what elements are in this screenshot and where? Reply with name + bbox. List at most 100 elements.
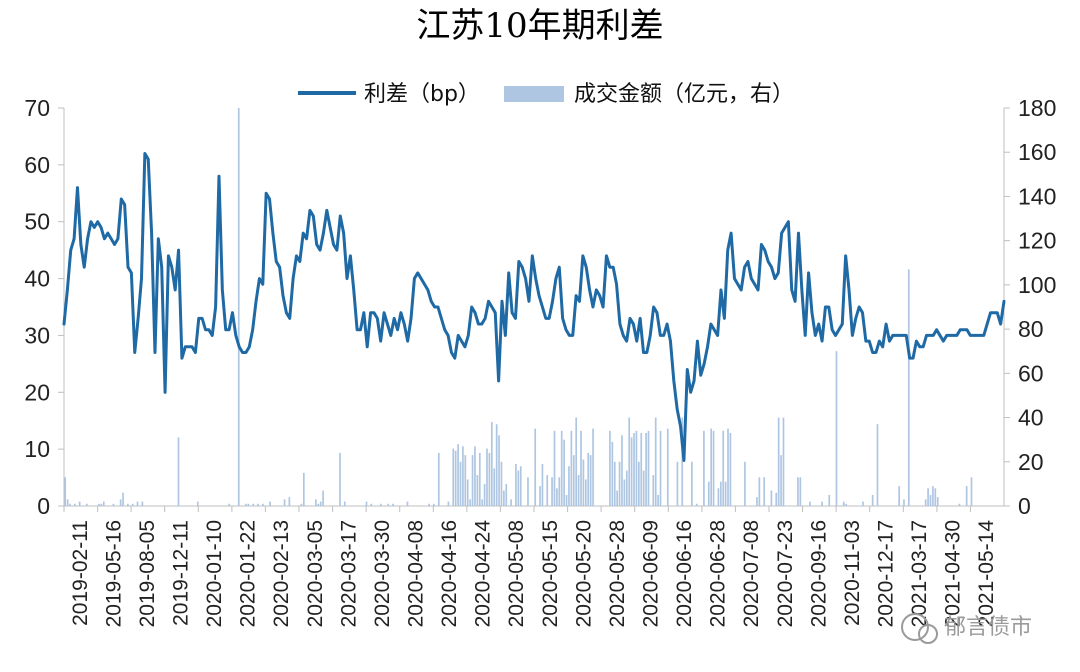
bar — [862, 501, 864, 506]
chart-title: 江苏10年期利差 — [416, 6, 663, 46]
bar — [141, 501, 144, 506]
bar — [481, 499, 484, 506]
bar — [462, 446, 464, 506]
bar — [707, 481, 710, 506]
bar — [625, 470, 628, 506]
bar — [466, 479, 469, 506]
bar — [958, 503, 961, 506]
x-axis-tick-label: 2019-05-16 — [102, 520, 125, 627]
bar — [122, 492, 124, 506]
x-axis-tick-label: 2020-05-20 — [572, 520, 595, 627]
bar — [758, 477, 761, 506]
x-axis-tick-label: 2020-04-08 — [405, 520, 428, 627]
bar — [551, 477, 553, 506]
bar — [510, 499, 512, 506]
bar — [809, 501, 811, 506]
bar — [131, 503, 134, 506]
x-axis-tick-label: 2020-11-03 — [841, 520, 864, 626]
bar — [681, 417, 684, 506]
bar — [618, 461, 621, 506]
left-axis-tick-label: 70 — [24, 95, 50, 121]
x-axis-tick-label: 2020-06-28 — [707, 520, 730, 627]
bar — [98, 503, 100, 506]
bar — [654, 417, 657, 506]
x-axis-tick-label: 2020-09-16 — [807, 520, 830, 627]
bar — [616, 490, 618, 506]
bar — [486, 448, 488, 506]
right-axis-tick-label: 80 — [1018, 316, 1044, 342]
bar — [483, 483, 486, 506]
right-axis-tick-label: 0 — [1018, 493, 1031, 519]
bar — [452, 448, 455, 506]
x-axis-tick-label: 2019-02-11 — [69, 520, 92, 626]
x-axis-tick-label: 2019-08-05 — [136, 520, 159, 627]
bar — [770, 490, 773, 506]
bar — [903, 499, 905, 506]
bar — [780, 455, 782, 506]
left-axis-tick-label: 60 — [24, 152, 50, 178]
bar — [317, 503, 320, 506]
bar — [237, 108, 240, 506]
bar — [777, 417, 780, 506]
bar — [262, 503, 264, 506]
bar — [100, 503, 103, 506]
bar — [370, 503, 373, 506]
left-axis-tick-label: 0 — [37, 493, 50, 519]
x-axis-tick-label: 2020-06-09 — [640, 520, 663, 627]
bar — [613, 461, 616, 506]
legend-bar-label: 成交金额（亿元，右） — [574, 82, 794, 107]
bar — [86, 503, 88, 506]
bar — [283, 499, 286, 506]
axes — [58, 107, 1010, 512]
bar — [493, 468, 496, 506]
bar — [676, 461, 679, 506]
bar — [459, 461, 462, 506]
bar — [469, 499, 471, 506]
bar — [570, 430, 573, 506]
bar — [635, 430, 638, 506]
bar — [724, 481, 727, 506]
bar — [196, 501, 199, 506]
wechat-icon — [901, 613, 929, 641]
bar — [503, 490, 505, 506]
bar — [645, 433, 647, 506]
left-axis-tick-label: 20 — [24, 379, 50, 405]
watermark-text: 郁言债市 — [944, 615, 1032, 640]
bar — [464, 455, 467, 506]
bar — [558, 477, 561, 506]
bar — [447, 501, 450, 506]
bar — [490, 421, 493, 506]
x-axis-tick-label: 2020-07-08 — [740, 520, 763, 627]
bar — [695, 503, 698, 506]
bar — [842, 501, 845, 506]
bar — [582, 459, 585, 506]
x-axis-tick-label: 2020-07-23 — [774, 520, 797, 627]
bar — [478, 452, 481, 506]
line-series — [62, 151, 1006, 463]
right-axis-tick-label: 120 — [1018, 228, 1056, 254]
bar — [433, 503, 435, 506]
bar — [929, 494, 932, 506]
bar — [66, 499, 69, 506]
bar — [965, 486, 968, 506]
bar — [898, 486, 900, 506]
bar — [775, 492, 778, 506]
x-axis-tick-label: 2020-05-08 — [505, 520, 528, 627]
bar — [876, 424, 879, 506]
x-axis-tick-label: 2020-02-13 — [270, 520, 293, 627]
bar — [515, 463, 517, 506]
bar-series — [64, 108, 973, 506]
bar — [642, 470, 645, 506]
bar — [640, 433, 643, 506]
bar — [580, 430, 582, 506]
legend: 利差（bp） 成交金额（亿元，右） — [298, 82, 794, 107]
bar — [628, 417, 631, 506]
bar — [69, 503, 71, 506]
bar — [934, 488, 937, 506]
bar — [252, 503, 255, 506]
bar — [102, 501, 105, 506]
bar — [821, 501, 823, 506]
legend-line-label: 利差（bp） — [364, 82, 480, 107]
bar — [380, 503, 382, 506]
bar — [932, 486, 934, 506]
